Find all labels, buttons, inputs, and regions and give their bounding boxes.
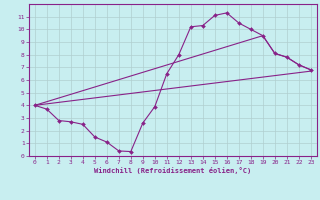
X-axis label: Windchill (Refroidissement éolien,°C): Windchill (Refroidissement éolien,°C) <box>94 167 252 174</box>
